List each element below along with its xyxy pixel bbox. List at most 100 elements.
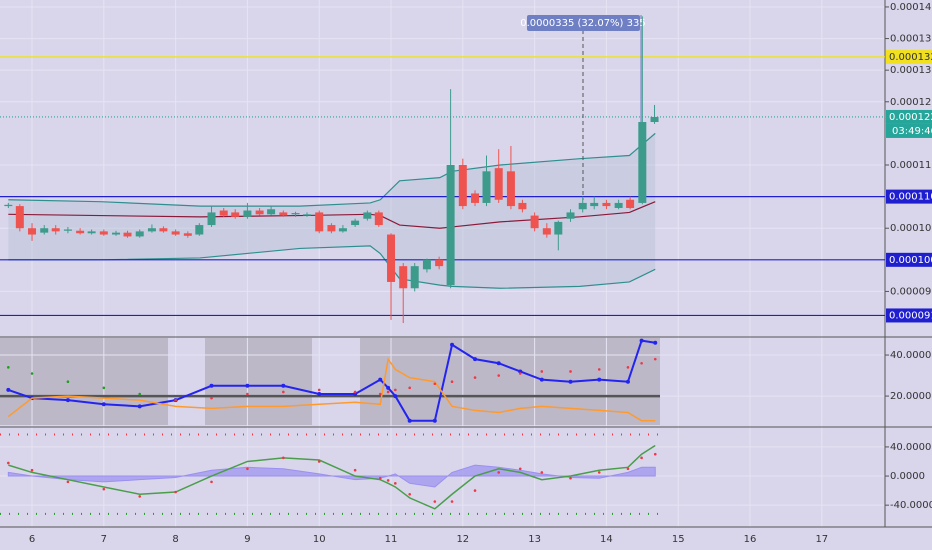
candle-body <box>422 259 431 270</box>
x-tick-label: 12 <box>456 534 469 545</box>
price-label-box <box>886 109 932 124</box>
series-dot <box>625 379 630 384</box>
series-dot <box>394 388 397 392</box>
series-dot <box>353 468 357 472</box>
candle-body <box>399 266 408 289</box>
candle-body <box>87 231 96 234</box>
candle-body <box>63 229 72 231</box>
series-dot <box>408 492 411 496</box>
candle-body <box>650 116 659 123</box>
series-dot <box>639 338 644 343</box>
series-dot <box>518 372 522 375</box>
series-dot <box>386 385 391 390</box>
candle-body <box>159 228 168 232</box>
series-dot <box>210 396 213 400</box>
y-tick-label: 0.0001150 <box>890 160 932 171</box>
series-dot <box>209 383 214 388</box>
countdown-box <box>886 123 932 138</box>
series-dot <box>432 418 437 423</box>
series-dot <box>540 370 544 373</box>
candle-body <box>4 204 13 207</box>
price-label: 0.0001100 <box>889 192 932 203</box>
series-dot <box>101 402 106 407</box>
y-tick-label: 0.0001350 <box>890 34 932 45</box>
series-dot <box>653 452 657 456</box>
x-tick-label: 6 <box>29 534 35 545</box>
series-dot <box>282 456 285 460</box>
price-label: 0.0001000 <box>889 255 932 266</box>
series-dot <box>30 468 34 472</box>
series-dot <box>394 482 397 485</box>
candle-body <box>76 230 85 234</box>
series-dot <box>640 456 643 460</box>
x-tick-label: 7 <box>101 534 107 545</box>
candle-body <box>40 228 49 233</box>
series-dot <box>174 398 177 402</box>
series-dot <box>138 392 142 396</box>
series-dot <box>6 387 11 392</box>
series-dot <box>408 386 411 390</box>
x-tick-label: 11 <box>385 534 398 545</box>
candle-body <box>638 122 647 203</box>
series-dot <box>30 372 34 375</box>
y-tick-label: 40.0000 <box>890 442 931 453</box>
countdown: 03:49:46 <box>892 126 932 137</box>
price-label-box <box>886 252 932 267</box>
x-tick-label: 13 <box>528 534 541 545</box>
y-tick-label: 0.0001050 <box>890 223 932 234</box>
candle-body <box>387 234 396 282</box>
candle-body <box>602 202 611 207</box>
price-label: 0.0001321 <box>889 52 932 63</box>
price-label-box <box>886 308 932 323</box>
y-tick-label: 0.0001400 <box>890 2 932 13</box>
series-dot <box>353 392 358 397</box>
y-tick-label: 0.0001250 <box>890 97 932 108</box>
series-dot <box>473 489 477 492</box>
candle-body <box>207 212 216 226</box>
series-dot <box>386 390 390 394</box>
series-dot <box>450 500 454 503</box>
series-dot <box>407 418 412 423</box>
shade <box>0 338 168 425</box>
series-dot <box>433 500 437 503</box>
candle-body <box>183 233 192 236</box>
candle-body <box>351 220 360 226</box>
series-dot <box>245 383 250 388</box>
series-dot <box>653 357 657 361</box>
series-dot <box>597 368 601 371</box>
series-dot <box>433 382 437 386</box>
series-dot <box>518 467 522 471</box>
series-dot <box>497 374 501 377</box>
price-label: 0.0000912 <box>889 310 932 321</box>
candle-body <box>626 199 635 208</box>
candle-body <box>267 209 276 215</box>
candle-body <box>195 225 204 235</box>
candle-body <box>590 202 599 207</box>
series-dot <box>597 471 601 474</box>
series-dot <box>496 361 501 366</box>
candle-body <box>243 210 252 217</box>
candle-body <box>542 228 551 235</box>
series-dot <box>539 377 544 382</box>
series-dot <box>317 388 321 392</box>
series-dot <box>138 495 142 498</box>
candle-body <box>123 232 132 237</box>
series-dot <box>518 369 523 374</box>
series-dot <box>568 379 573 384</box>
band-fill <box>8 133 656 289</box>
x-tick-label: 17 <box>815 534 828 545</box>
series-dot <box>174 490 177 494</box>
candle-body <box>435 259 444 267</box>
series-dot <box>378 392 382 396</box>
candle-body <box>112 232 121 235</box>
candle-body <box>315 212 324 232</box>
x-tick-label: 14 <box>600 534 613 545</box>
candle-body <box>327 225 336 232</box>
y-tick-label: 20.0000 <box>890 391 931 402</box>
series-dot <box>65 398 70 403</box>
candle-body <box>291 213 300 215</box>
candle-body <box>279 212 288 216</box>
candle-body <box>494 168 503 200</box>
